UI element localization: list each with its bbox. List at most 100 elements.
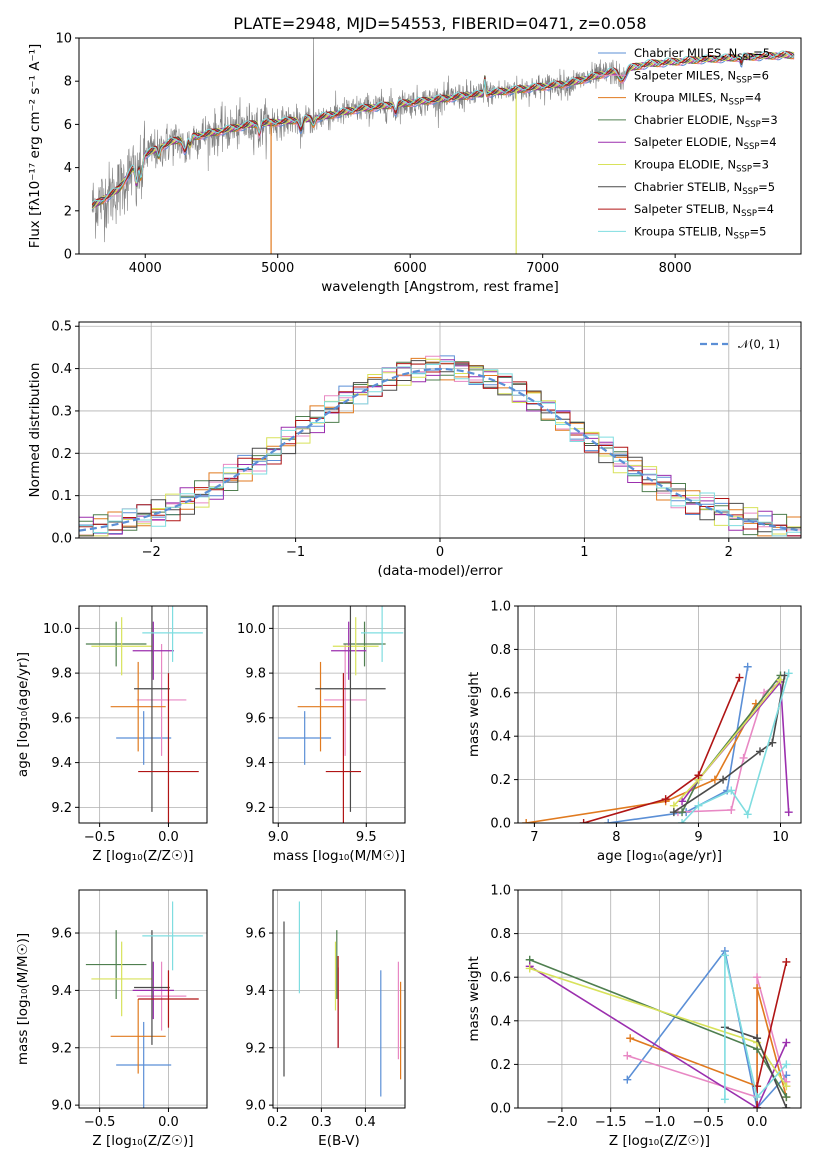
mass-weight-vs-age-panel: 7 8 9 10 0.0 0.2 0.4 0.6 0.8 1.0 age [log₁₀(age/yr…: [466, 600, 802, 864]
x-tick-label: 0.4: [355, 1115, 376, 1130]
x-tick-label: 4000: [129, 261, 162, 276]
y-axis-label: mass [log₁₀(M/M☉)]: [15, 933, 31, 1065]
marker-salpeter_stelib: [694, 771, 703, 780]
y-axis-label: mass weight: [466, 672, 482, 757]
plot-area: [518, 606, 801, 823]
y-axis-label: mass weight: [466, 956, 482, 1041]
x-tick-label: 5000: [261, 261, 294, 276]
marker-kroupa_stelib: [727, 786, 736, 795]
x-tick-label: −1.5: [595, 1115, 627, 1130]
x-tick-label: 0: [436, 545, 444, 560]
marker-salpeter_stelib: [735, 673, 744, 682]
legend-label-normal: 𝒩(0, 1): [738, 337, 780, 351]
plot-content: [283, 901, 402, 1097]
x-axis-label: Z [log₁₀(Z/Z☉)]: [92, 848, 193, 864]
axes-frame: [78, 37, 802, 255]
marker-kroupa_stelib: [694, 801, 703, 810]
y-tick-label: 0.0: [490, 817, 511, 832]
x-tick-label: 7: [530, 830, 538, 845]
legend-subscript: SSP: [734, 231, 750, 241]
legend-n-value: =3: [761, 113, 778, 127]
marker-kroupa_stelib: [743, 810, 752, 819]
y-tick-label: 9.6: [51, 711, 72, 726]
y-tick-label: 0.4: [490, 1014, 511, 1029]
marker-salpeter_stelib: [661, 795, 670, 804]
x-tick-label: 2: [725, 545, 733, 560]
legend-subscript: SSP: [742, 187, 758, 197]
y-tick-label: 9.4: [51, 984, 72, 999]
legend-n-value: =5: [758, 180, 775, 194]
legend-label-chabrier_miles: Chabrier MILES, NSSP=5: [634, 46, 770, 63]
marker-salpeter_miles: [623, 1051, 632, 1060]
marker-chabrier_stelib: [782, 1104, 791, 1108]
x-axis-label: mass [log₁₀(M/M☉)]: [273, 848, 405, 864]
y-tick-label: 0.4: [490, 730, 511, 745]
plot-area: [273, 606, 405, 823]
x-axis-label: E(B-V): [318, 1133, 360, 1149]
y-tick-label: 9.2: [51, 801, 72, 816]
marker-chabrier_stelib: [719, 775, 728, 784]
figure-title: PLATE=2948, MJD=54553, FIBERID=0471, z=0…: [233, 14, 646, 33]
x-tick-label: 0.0: [158, 1115, 179, 1130]
marker-chabrier_miles: [604, 819, 613, 823]
marker-chabrier_stelib: [753, 1034, 762, 1043]
y-tick-label: 0.2: [490, 1058, 511, 1073]
x-tick-label: −1: [286, 545, 305, 560]
residual-histogram-panel: −2 −1 0 1 2 0.0 0.1 0.2 0.3 0.4 0.5 (data-model)/er…: [27, 320, 802, 579]
marker-kroupa_miles: [710, 775, 719, 784]
y-tick-label: 1.0: [490, 600, 511, 615]
x-axis-label: (data-model)/error: [377, 563, 503, 579]
x-tick-label: −0.5: [84, 830, 116, 845]
marker-salpeter_stelib: [782, 957, 791, 966]
y-tick-label: 0.6: [490, 971, 511, 986]
axes-frame: [517, 605, 802, 824]
legend-subscript: SSP: [729, 98, 745, 108]
series-line-kroupa_stelib: [724, 955, 787, 1100]
x-tick-label: 1: [580, 545, 588, 560]
y-tick-label: 9.4: [245, 756, 266, 771]
marker-kroupa_miles: [626, 1034, 635, 1043]
y-tick-label: 9.6: [245, 711, 266, 726]
x-tick-label: −2.0: [546, 1115, 578, 1130]
y-tick-label: 0.3: [51, 404, 72, 419]
legend-subscript: SSP: [741, 209, 757, 219]
marker-salpeter_miles: [753, 973, 762, 982]
legend-subscript: SSP: [737, 53, 753, 63]
x-axis-label: Z [log₁₀(Z/Z☉)]: [92, 1133, 193, 1149]
plot-content: [525, 947, 791, 1108]
legend-n-value: =4: [757, 202, 774, 216]
x-tick-label: 0.0: [158, 830, 179, 845]
x-tick-label: 0.2: [267, 1115, 288, 1130]
y-tick-label: 10.0: [43, 622, 72, 637]
x-axis-label: wavelength [Angstrom, rest frame]: [321, 279, 559, 295]
series-line-salpeter_elodie: [529, 965, 788, 1108]
model-spectrum-kroupa_stelib: [91, 50, 795, 203]
legend-label-chabrier_elodie: Chabrier ELODIE, NSSP=3: [634, 113, 778, 130]
x-tick-label: 9: [694, 830, 702, 845]
legend-n-value: =3: [752, 158, 769, 172]
axes-frame: [78, 605, 208, 824]
model-spectrum-chabrier_elodie: [92, 52, 795, 207]
marker-salpeter_stelib: [753, 1104, 762, 1108]
mass-vs-metallicity-panel: −0.5 0.0 9.0 9.2 9.4 9.6 Z [log₁₀(Z/Z☉)] mass […: [15, 889, 208, 1149]
y-tick-label: 0.1: [51, 489, 72, 504]
plot-content: [85, 606, 203, 823]
axes-frame: [272, 605, 406, 824]
marker-salpeter_elodie: [782, 1038, 791, 1047]
marker-kroupa_elodie: [782, 1082, 791, 1091]
legend-label-salpeter_miles: Salpeter MILES, NSSP=6: [634, 68, 769, 85]
marker-kroupa_elodie: [525, 964, 534, 973]
spectrum-panel: 4000 5000 6000 7000 8000 0 2 4 6 8 10 wavelength [A…: [27, 32, 802, 295]
y-tick-label: 0.2: [51, 447, 72, 462]
marker-kroupa_miles: [753, 984, 762, 993]
legend-label-salpeter_stelib: Salpeter STELIB, NSSP=4: [634, 202, 774, 219]
plot-area: [273, 890, 405, 1108]
x-tick-label: 9.0: [268, 830, 289, 845]
legend-label-chabrier_stelib: Chabrier STELIB, NSSP=5: [634, 180, 775, 197]
x-tick-label: 8000: [659, 261, 692, 276]
x-tick-label: −0.5: [693, 1115, 725, 1130]
x-axis-label: age [log₁₀(age/yr)]: [597, 848, 722, 864]
marker-chabrier_stelib: [669, 808, 678, 817]
marker-kroupa_stelib: [678, 819, 687, 823]
y-tick-label: 9.6: [51, 927, 72, 942]
